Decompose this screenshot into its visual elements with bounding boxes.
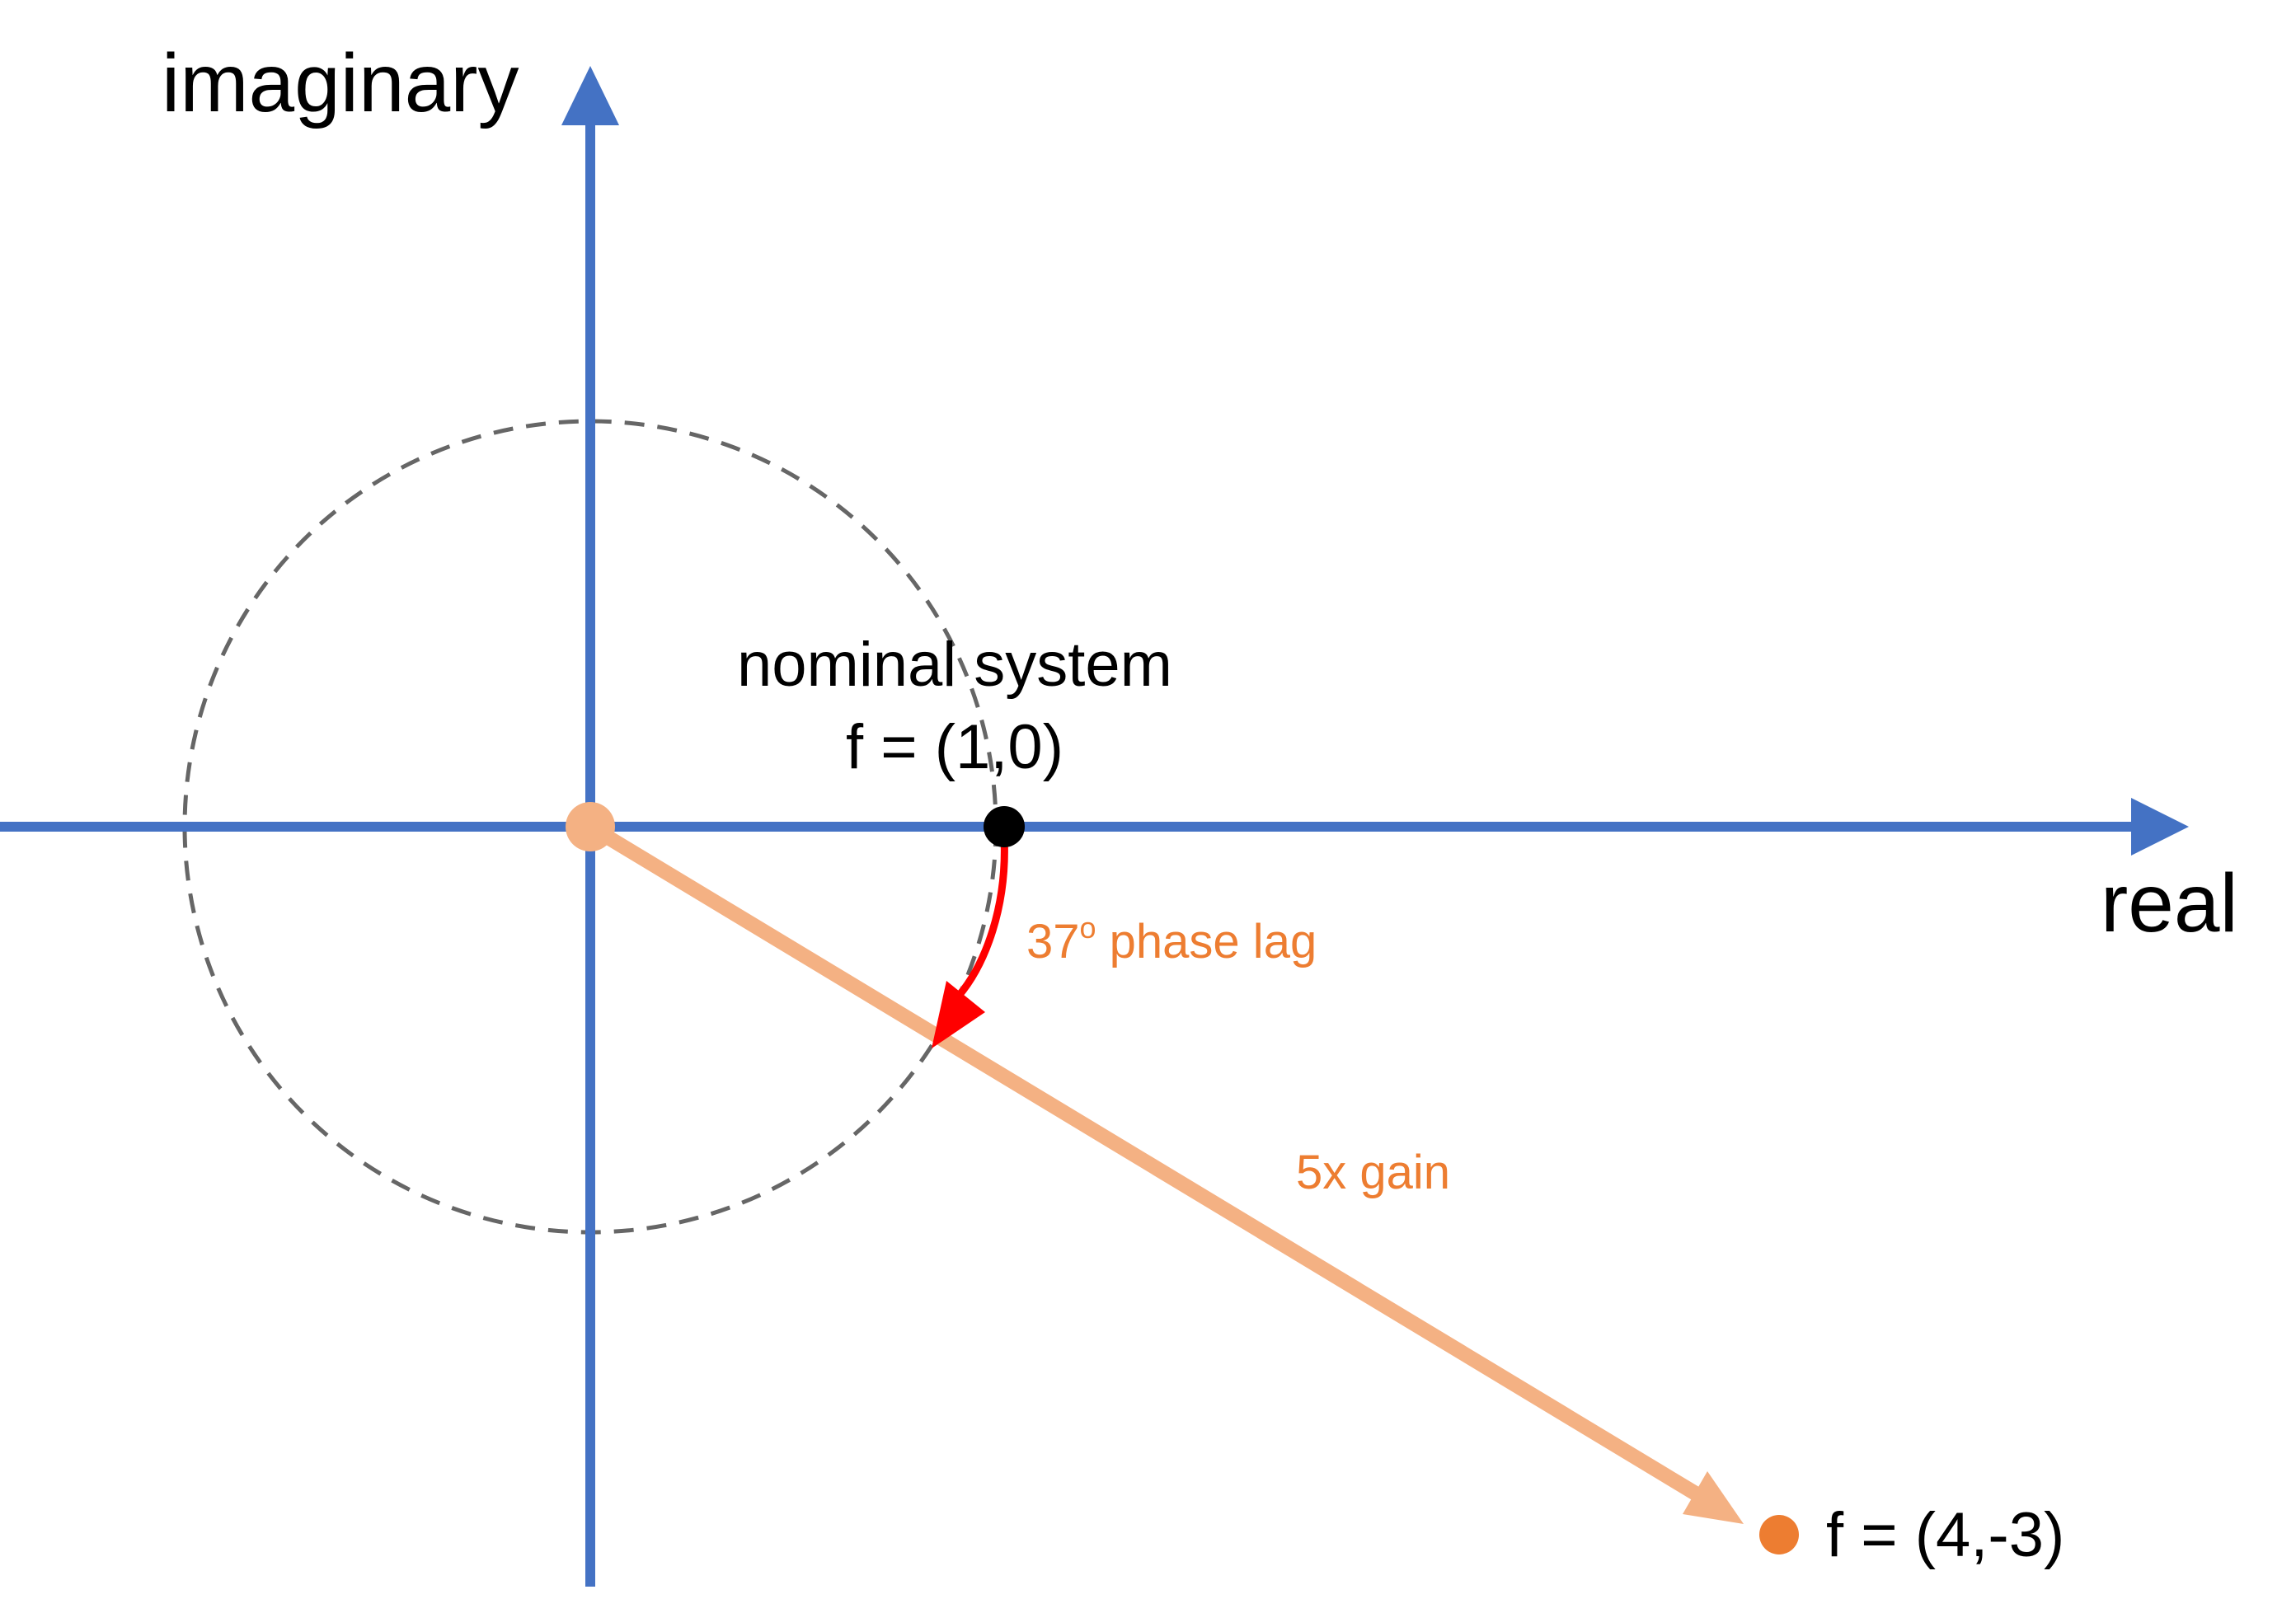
imaginary-axis-arrowhead	[561, 66, 619, 125]
phase-lag-arrowhead	[932, 981, 985, 1048]
gain-label: 5x gain	[1296, 1146, 1450, 1199]
imaginary-axis-label: imaginary	[162, 37, 519, 129]
origin-dot	[566, 802, 615, 851]
result-point	[1759, 1515, 1799, 1554]
result-value-label: f = (4,-3)	[1826, 1500, 2064, 1570]
phase-lag-label: 37o phase lag	[1026, 911, 1317, 968]
nominal-system-title: nominal system	[737, 630, 1172, 700]
real-axis-label: real	[2101, 857, 2238, 950]
nominal-point	[984, 806, 1025, 847]
phase-lag-text: phase lag	[1096, 915, 1317, 968]
nominal-system-value: f = (1,0)	[846, 712, 1063, 782]
real-axis-arrowhead	[2131, 798, 2189, 856]
gain-vector	[586, 820, 1702, 1502]
phase-lag-degree: o	[1080, 911, 1096, 945]
gain-vector-arrowhead	[1683, 1471, 1744, 1524]
phase-lag-number: 37	[1026, 915, 1080, 968]
phase-lag-arc	[955, 836, 1008, 998]
